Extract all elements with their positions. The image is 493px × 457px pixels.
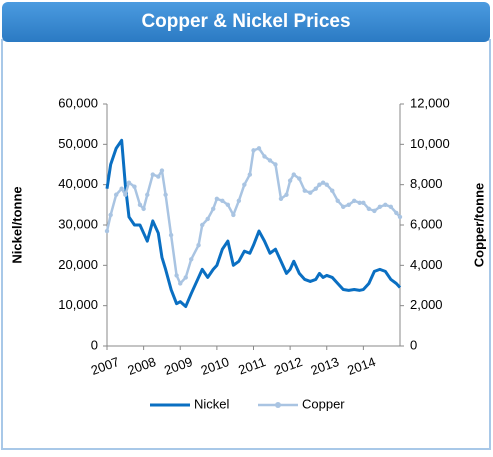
header-title: Copper & Nickel Prices [141,11,350,32]
copper-marker [262,154,267,159]
y-tick-label: 10,000 [58,297,98,312]
copper-marker [267,158,273,163]
copper-marker [231,212,236,218]
copper-marker [317,182,322,187]
header-bar [2,2,490,42]
copper-marker [196,242,201,248]
line-nickel [105,138,402,308]
copper-marker [383,202,388,208]
copper-marker [236,198,242,203]
copper-marker [256,146,262,151]
copper-marker [141,206,146,212]
y-tick-label: 50,000 [58,136,98,151]
copper-marker [242,182,247,187]
copper-marker [150,172,155,177]
copper-marker [287,178,293,183]
copper-marker [335,198,340,203]
y2-tick-label: 12,000 [410,95,450,110]
copper-marker [163,192,168,197]
copper-marker [168,232,174,238]
copper-marker [320,180,326,185]
copper-marker [119,186,124,191]
legend-label: Copper [302,396,345,411]
copper-marker [183,275,188,280]
copper-marker [126,180,132,185]
copper-marker [104,228,110,234]
copper-marker [357,200,362,206]
copper-marker [247,172,253,177]
copper-marker [372,208,377,214]
y2-axis-label: Copper/tonne [471,183,486,268]
copper-marker [137,202,143,208]
copper-marker [361,200,366,206]
copper-marker [156,174,161,179]
y2-tick-label: 8,000 [410,176,443,191]
copper-marker [189,257,194,262]
y2-tick-label: 2,000 [410,297,443,312]
y2-tick-label: 6,000 [410,216,443,231]
copper-marker [313,186,318,191]
copper-marker [220,198,225,203]
copper-marker [302,188,307,193]
copper-marker [273,162,278,167]
copper-marker [123,192,128,197]
copper-marker [108,212,113,218]
copper-marker [346,202,351,208]
y2-tick-label: 4,000 [410,257,443,272]
y-tick-label: 40,000 [58,176,98,191]
y2-tick-label: 0 [410,337,417,352]
y-tick-label: 30,000 [58,216,98,231]
copper-marker [174,273,179,278]
y-tick-label: 0 [91,337,98,352]
y-tick-label: 20,000 [58,257,98,272]
copper-marker [308,190,313,195]
copper-marker [324,182,329,187]
copper-marker [205,216,210,222]
copper-marker [211,206,216,212]
copper-marker [330,188,335,193]
copper-marker [397,214,403,220]
copper-marker [377,204,383,210]
copper-marker [251,148,256,153]
legend-label: Nickel [194,396,230,411]
copper-marker [132,184,137,189]
copper-marker [159,168,165,173]
copper-marker [278,196,284,201]
legend-marker [275,402,281,408]
copper-marker [225,202,231,208]
copper-marker [297,176,302,181]
copper-marker [352,198,357,203]
panel-border [1,39,491,450]
copper-marker [214,196,220,201]
copper-marker [394,210,399,216]
copper-marker [366,206,372,212]
copper-marker [388,204,394,210]
y-axis-label: Nickel/tonne [9,186,24,263]
copper-marker [178,281,183,286]
copper-marker [145,192,150,197]
copper-marker [113,192,119,197]
copper-marker [284,192,289,197]
y2-tick-label: 10,000 [410,136,450,151]
copper-marker [341,204,346,210]
copper-marker [200,222,205,228]
y-tick-label: 60,000 [58,95,98,110]
copper-marker [291,172,296,177]
